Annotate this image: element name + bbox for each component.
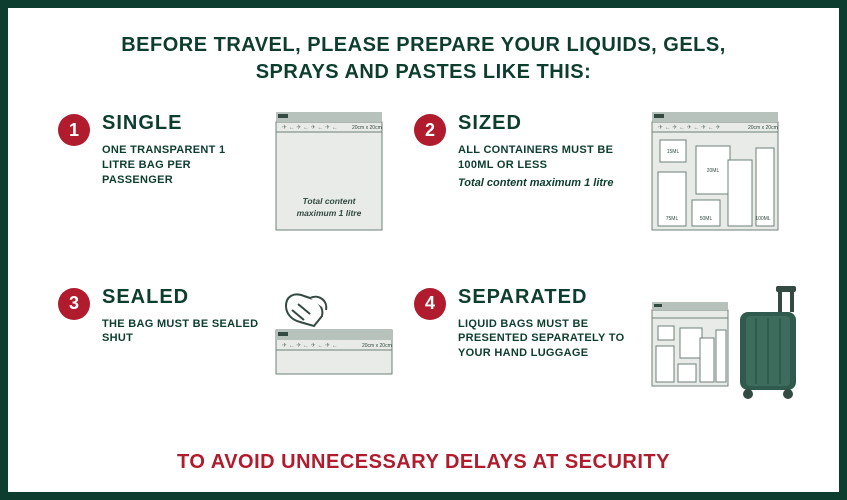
svg-text:maximum 1 litre: maximum 1 litre — [297, 208, 362, 218]
step-badge: 2 — [414, 114, 446, 146]
svg-text:✈ ← ✈ ← ✈ ← ✈ ←: ✈ ← ✈ ← ✈ ← ✈ ← — [282, 342, 338, 349]
bag-size-label: 20cm x 20cm — [352, 125, 382, 131]
step-text: SEPARATED LIQUID BAGS MUST BE PRESENTED … — [458, 286, 638, 362]
svg-text:✈ ← ✈ ← ✈ ← ✈ ←: ✈ ← ✈ ← ✈ ← ✈ ← — [282, 124, 338, 131]
svg-text:20cm x 20cm: 20cm x 20cm — [362, 343, 392, 349]
bag-luggage-icon — [650, 286, 805, 401]
step-badge: 3 — [58, 288, 90, 320]
poster-frame: BEFORE TRAVEL, PLEASE PREPARE YOUR LIQUI… — [0, 0, 847, 500]
step-desc: ONE TRANSPARENT 1 LITRE BAG PER PASSENGE… — [102, 143, 262, 188]
step-subnote: Total content maximum 1 litre — [458, 177, 638, 189]
header-line-2: SPRAYS AND PASTES LIKE THIS: — [58, 59, 789, 86]
step-desc: LIQUID BAGS MUST BE PRESENTED SEPARATELY… — [458, 317, 638, 362]
bag-sized-icon: ✈ ← ✈ ← ✈ ← ✈ ← ✈ 20cm x 20cm 15ML 20ML — [650, 112, 805, 232]
step-text: SEALED THE BAG MUST BE SEALED SHUT — [102, 286, 262, 347]
step-4: 4 SEPARATED LIQUID BAGS MUST BE PRESENTE… — [414, 286, 805, 442]
step-2: 2 SIZED ALL CONTAINERS MUST BE 100ML OR … — [414, 112, 805, 268]
svg-text:50ML: 50ML — [700, 216, 713, 222]
step-title: SEPARATED — [458, 286, 638, 309]
step-title: SINGLE — [102, 112, 262, 135]
svg-text:✈ ← ✈ ← ✈ ← ✈ ← ✈: ✈ ← ✈ ← ✈ ← ✈ ← ✈ — [658, 124, 720, 131]
step-badge: 4 — [414, 288, 446, 320]
step-title: SIZED — [458, 112, 638, 135]
svg-text:15ML: 15ML — [667, 149, 680, 155]
step-1: 1 SINGLE ONE TRANSPARENT 1 LITRE BAG PER… — [58, 112, 394, 268]
step-desc: ALL CONTAINERS MUST BE 100ML OR LESS — [458, 143, 638, 173]
footer: TO AVOID UNNECESSARY DELAYS AT SECURITY — [58, 451, 789, 474]
header-line-1: BEFORE TRAVEL, PLEASE PREPARE YOUR LIQUI… — [58, 32, 789, 59]
step-title: SEALED — [102, 286, 262, 309]
steps-grid: 1 SINGLE ONE TRANSPARENT 1 LITRE BAG PER… — [58, 112, 789, 441]
svg-text:75ML: 75ML — [666, 216, 679, 222]
step-desc: THE BAG MUST BE SEALED SHUT — [102, 317, 262, 347]
bag-sealed-icon: ✈ ← ✈ ← ✈ ← ✈ ← 20cm x 20cm — [274, 286, 394, 396]
svg-text:20ML: 20ML — [707, 168, 720, 174]
svg-text:Total content: Total content — [302, 196, 356, 206]
svg-text:100ML: 100ML — [755, 216, 771, 222]
step-text: SINGLE ONE TRANSPARENT 1 LITRE BAG PER P… — [102, 112, 262, 188]
svg-text:20cm x 20cm: 20cm x 20cm — [748, 125, 778, 131]
step-3: 3 SEALED THE BAG MUST BE SEALED SHUT — [58, 286, 394, 442]
header: BEFORE TRAVEL, PLEASE PREPARE YOUR LIQUI… — [58, 32, 789, 86]
bag-single-icon: ✈ ← ✈ ← ✈ ← ✈ ← 20cm x 20cm Total conten… — [274, 112, 394, 232]
step-badge: 1 — [58, 114, 90, 146]
step-text: SIZED ALL CONTAINERS MUST BE 100ML OR LE… — [458, 112, 638, 189]
